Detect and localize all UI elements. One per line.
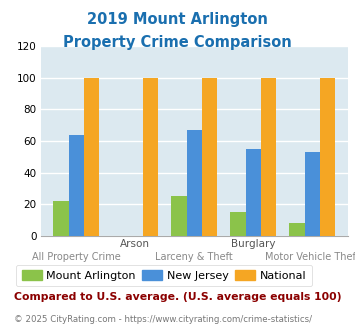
- Bar: [289, 223, 305, 236]
- Text: Compared to U.S. average. (U.S. average equals 100): Compared to U.S. average. (U.S. average …: [14, 292, 342, 302]
- Bar: [53, 201, 69, 236]
- Text: All Property Crime: All Property Crime: [32, 252, 121, 262]
- Bar: [305, 152, 320, 236]
- Bar: [143, 78, 158, 236]
- Bar: [171, 196, 187, 236]
- Text: 2019 Mount Arlington: 2019 Mount Arlington: [87, 12, 268, 26]
- Text: Property Crime Comparison: Property Crime Comparison: [63, 35, 292, 50]
- Text: © 2025 CityRating.com - https://www.cityrating.com/crime-statistics/: © 2025 CityRating.com - https://www.city…: [14, 315, 312, 324]
- Bar: [202, 78, 217, 236]
- Bar: [320, 78, 335, 236]
- Bar: [69, 135, 84, 236]
- Text: Arson: Arson: [120, 239, 150, 249]
- Legend: Mount Arlington, New Jersey, National: Mount Arlington, New Jersey, National: [16, 265, 312, 286]
- Bar: [187, 130, 202, 236]
- Bar: [246, 149, 261, 236]
- Bar: [230, 212, 246, 236]
- Bar: [261, 78, 277, 236]
- Text: Motor Vehicle Theft: Motor Vehicle Theft: [265, 252, 355, 262]
- Bar: [84, 78, 99, 236]
- Text: Burglary: Burglary: [231, 239, 276, 249]
- Text: Larceny & Theft: Larceny & Theft: [155, 252, 233, 262]
